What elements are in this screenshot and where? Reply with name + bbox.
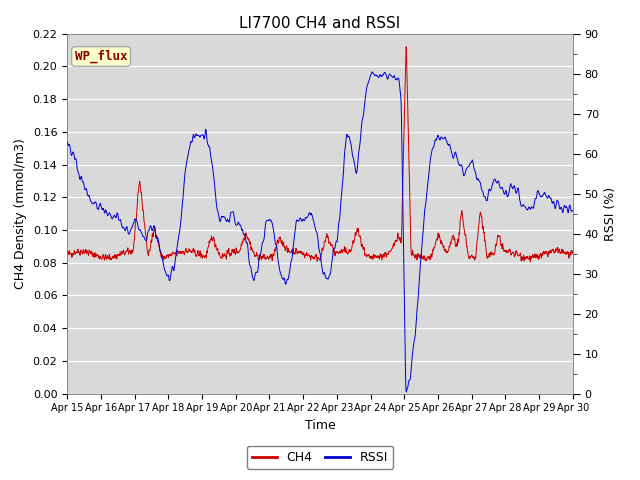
Title: LI7700 CH4 and RSSI: LI7700 CH4 and RSSI xyxy=(239,16,401,31)
X-axis label: Time: Time xyxy=(305,419,335,432)
Legend: CH4, RSSI: CH4, RSSI xyxy=(246,446,394,469)
Y-axis label: RSSI (%): RSSI (%) xyxy=(604,187,618,240)
Text: WP_flux: WP_flux xyxy=(75,50,127,63)
Y-axis label: CH4 Density (mmol/m3): CH4 Density (mmol/m3) xyxy=(14,138,27,289)
